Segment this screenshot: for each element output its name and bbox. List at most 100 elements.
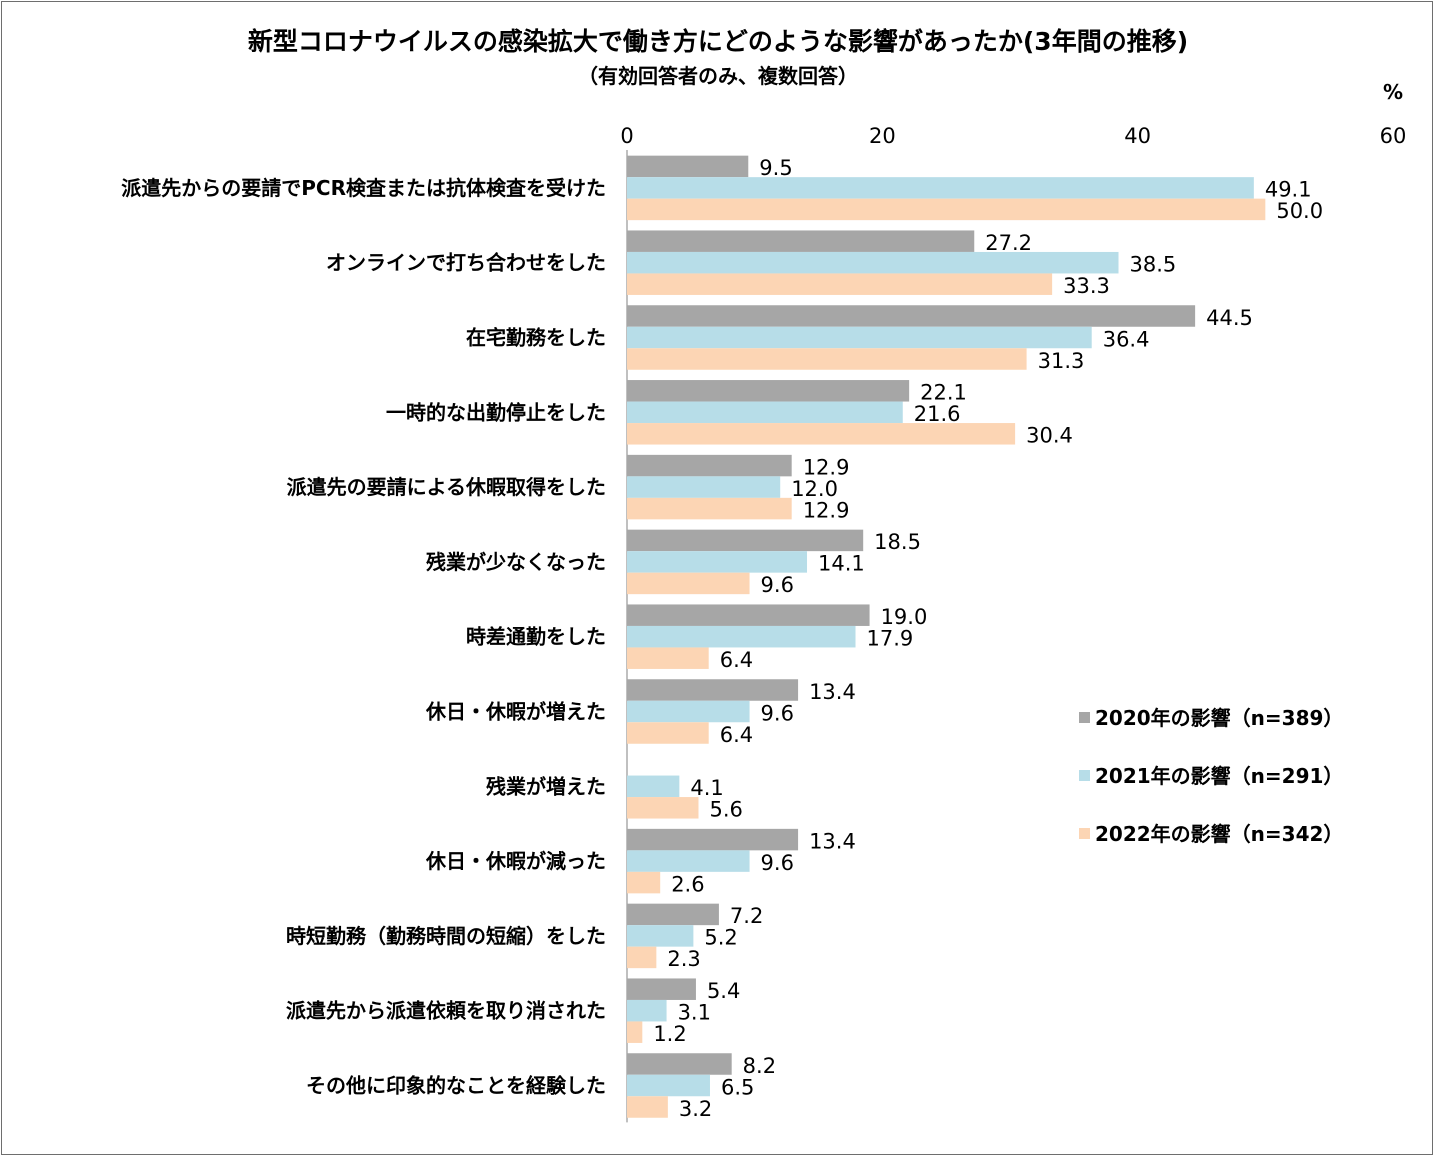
bar bbox=[627, 978, 696, 1000]
chart-subtitle: （有効回答者のみ、複数回答） bbox=[578, 64, 858, 88]
data-label: 30.4 bbox=[1026, 424, 1073, 448]
bar bbox=[627, 999, 667, 1022]
data-label: 4.1 bbox=[690, 776, 723, 800]
bar bbox=[627, 155, 749, 178]
bar bbox=[627, 177, 1254, 199]
bar bbox=[627, 1096, 668, 1118]
bar bbox=[627, 273, 1053, 295]
legend-swatch bbox=[1079, 712, 1090, 723]
category-label: 派遣先から派遣依頼を取り消された bbox=[286, 999, 606, 1023]
bar bbox=[627, 946, 657, 969]
bar bbox=[627, 797, 699, 819]
bar bbox=[627, 497, 792, 520]
data-label: 12.0 bbox=[791, 477, 838, 501]
data-label: 9.6 bbox=[761, 573, 794, 597]
data-label: 3.1 bbox=[678, 1000, 711, 1024]
data-label: 9.5 bbox=[759, 156, 792, 180]
bar bbox=[627, 251, 1119, 274]
bar bbox=[627, 903, 719, 926]
bar bbox=[627, 476, 781, 498]
data-label: 3.2 bbox=[679, 1097, 712, 1121]
bar bbox=[627, 529, 864, 552]
category-label: 一時的な出勤停止をした bbox=[386, 400, 606, 424]
data-label: 2.6 bbox=[671, 872, 704, 896]
data-label: 9.6 bbox=[761, 701, 794, 725]
legend-label: 2020年の影響（n=389） bbox=[1095, 706, 1343, 730]
bar bbox=[627, 401, 903, 424]
legend-swatch bbox=[1079, 770, 1090, 781]
bar bbox=[627, 722, 709, 744]
data-label: 19.0 bbox=[881, 605, 928, 629]
bar bbox=[627, 679, 799, 701]
data-label: 8.2 bbox=[743, 1054, 776, 1078]
data-label: 5.6 bbox=[709, 798, 742, 822]
data-label: 7.2 bbox=[730, 904, 763, 928]
data-label: 13.4 bbox=[809, 829, 856, 853]
legend-swatch bbox=[1079, 828, 1090, 839]
data-label: 44.5 bbox=[1206, 306, 1253, 330]
bar bbox=[627, 326, 1092, 349]
data-label: 1.2 bbox=[653, 1022, 686, 1046]
x-tick-label: 0 bbox=[620, 124, 633, 148]
legend-label: 2022年の影響（n=342） bbox=[1095, 822, 1343, 846]
data-label: 38.5 bbox=[1130, 252, 1177, 276]
bar bbox=[627, 604, 870, 626]
data-label: 31.3 bbox=[1038, 349, 1085, 373]
data-label: 12.9 bbox=[803, 455, 850, 479]
data-label: 6.4 bbox=[720, 723, 753, 747]
data-label: 5.2 bbox=[704, 926, 737, 950]
legend-label: 2021年の影響（n=291） bbox=[1095, 764, 1343, 788]
data-label: 5.4 bbox=[707, 979, 740, 1003]
bar bbox=[627, 423, 1016, 445]
category-label: その他に印象的なことを経験した bbox=[306, 1074, 606, 1098]
category-label: 在宅勤務をした bbox=[466, 326, 606, 350]
bar bbox=[627, 198, 1266, 221]
bar bbox=[627, 454, 792, 477]
category-label: 残業が増えた bbox=[486, 774, 606, 798]
data-label: 6.5 bbox=[721, 1075, 754, 1099]
bar bbox=[627, 625, 856, 648]
data-label: 36.4 bbox=[1103, 327, 1150, 351]
data-label: 9.6 bbox=[761, 851, 794, 875]
bar bbox=[627, 230, 975, 252]
bar bbox=[627, 871, 661, 894]
category-label: 時短勤務（勤務時間の短縮）をした bbox=[286, 924, 606, 948]
data-label: 49.1 bbox=[1265, 178, 1312, 202]
bar bbox=[627, 1053, 732, 1075]
data-label: 2.3 bbox=[667, 947, 700, 971]
data-label: 14.1 bbox=[818, 552, 865, 576]
data-label: 13.4 bbox=[809, 680, 856, 704]
bar bbox=[627, 1021, 643, 1043]
data-label: 21.6 bbox=[914, 402, 961, 426]
bar bbox=[627, 380, 910, 402]
bar bbox=[627, 700, 750, 723]
bar bbox=[627, 551, 808, 573]
data-label: 22.1 bbox=[920, 381, 967, 405]
bar bbox=[627, 348, 1027, 370]
data-label: 6.4 bbox=[720, 648, 753, 672]
data-label: 18.5 bbox=[874, 530, 921, 554]
chart-title: 新型コロナウイルスの感染拡大で働き方にどのような影響があったか(3年間の推移) bbox=[247, 27, 1189, 56]
data-label: 12.9 bbox=[803, 498, 850, 522]
category-label: オンラインで打ち合わせをした bbox=[326, 251, 606, 275]
data-label: 27.2 bbox=[985, 231, 1032, 255]
category-label: 休日・休暇が減った bbox=[425, 849, 606, 873]
x-tick-label: 40 bbox=[1124, 124, 1151, 148]
x-tick-label: 60 bbox=[1380, 124, 1407, 148]
bar bbox=[627, 828, 799, 851]
category-label: 残業が少なくなった bbox=[426, 550, 606, 574]
bar bbox=[627, 647, 709, 669]
category-label: 時差通勤をした bbox=[466, 625, 606, 649]
category-label: 派遣先からの要請でPCR検査または抗体検査を受けた bbox=[121, 176, 606, 200]
bar bbox=[627, 572, 750, 595]
bar bbox=[627, 925, 694, 947]
data-label: 17.9 bbox=[867, 626, 914, 650]
unit-label: % bbox=[1383, 80, 1404, 104]
bar bbox=[627, 775, 680, 798]
bar bbox=[627, 305, 1196, 327]
bar bbox=[627, 850, 750, 872]
data-label: 50.0 bbox=[1276, 199, 1323, 223]
category-label: 派遣先の要請による休暇取得をした bbox=[287, 475, 606, 499]
